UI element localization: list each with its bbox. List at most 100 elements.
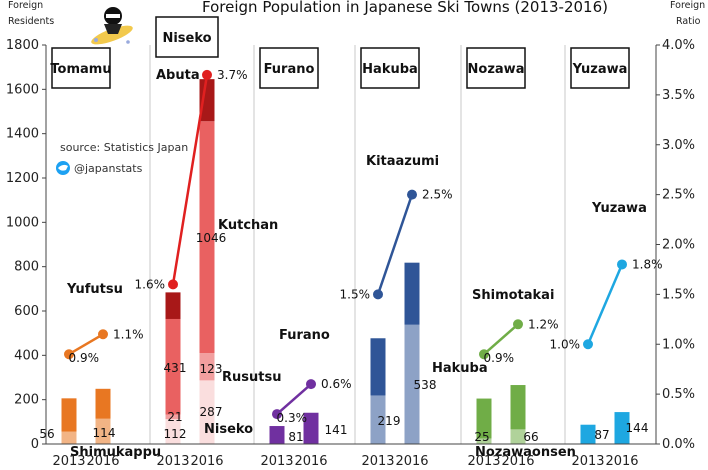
twitter-handle: @japanstats xyxy=(74,162,143,175)
ratio-label: 0.6% xyxy=(321,377,352,391)
ratio-label: 1.0% xyxy=(550,337,581,351)
region-box xyxy=(360,47,420,89)
region-name: Yuzawa xyxy=(572,62,628,77)
region-name: Nozawa xyxy=(468,62,525,77)
bar-segment xyxy=(580,424,596,444)
bar-segment xyxy=(199,353,215,381)
bar-value-label: 287 xyxy=(200,405,223,419)
bar-segment xyxy=(165,292,181,319)
municipality-label: Yuzawa xyxy=(591,201,647,216)
right-tick-label: 1.5% xyxy=(662,287,695,302)
left-tick-label: 600 xyxy=(14,304,39,319)
bar-segment xyxy=(165,419,181,444)
bar-value-label: 538 xyxy=(414,378,437,392)
left-tick-label: 400 xyxy=(14,348,39,363)
bar-value-label: 141 xyxy=(325,423,348,437)
x-year-label: 2016 xyxy=(86,454,119,469)
ratio-line xyxy=(68,333,104,356)
x-year-label: 2013 xyxy=(361,454,394,469)
bar-segment xyxy=(476,398,492,439)
region-box xyxy=(466,47,526,89)
bar-segment xyxy=(199,380,215,444)
municipality-label: Furano xyxy=(279,328,330,343)
bar-segment xyxy=(370,395,386,444)
region-box xyxy=(570,47,630,89)
ratio-point xyxy=(583,339,593,350)
x-year-label: 2013 xyxy=(467,454,500,469)
ratio-point xyxy=(617,259,627,270)
region-box xyxy=(155,16,219,58)
bar-segment xyxy=(61,431,77,444)
ratio-point xyxy=(202,69,212,80)
bar-value-label: 114 xyxy=(93,426,116,440)
x-year-label: 2013 xyxy=(52,454,85,469)
right-tick-label: 0.0% xyxy=(662,437,695,452)
bar-value-label: 21 xyxy=(167,410,182,424)
chart-text-labels: 0.9% 1.1% 1.6% 3.7% 0.3% 0.6% 1.5% 2.5% 0.9% 1.2%… xyxy=(39,68,662,460)
bar-segment xyxy=(61,398,77,432)
municipality-label: Yufutsu xyxy=(66,282,123,297)
bar-value-label: 25 xyxy=(474,430,489,444)
axes: 0 200 400 600 800 1000 1200 1400 1600 1800 0.0% 0.5… xyxy=(6,38,695,469)
bar-segment xyxy=(404,324,420,444)
x-year-label: 2013 xyxy=(571,454,604,469)
ratio-point xyxy=(168,279,178,290)
bar-segment xyxy=(476,438,492,444)
right-tick-label: 1.0% xyxy=(662,337,695,352)
ratio-line xyxy=(586,263,624,345)
right-tick-label: 4.0% xyxy=(662,38,695,53)
ratio-label: 0.9% xyxy=(484,351,515,365)
x-year-label: 2016 xyxy=(605,454,638,469)
ratio-label: 0.9% xyxy=(69,351,100,365)
ratio-label: 1.8% xyxy=(632,257,663,271)
municipality-label: Hakuba xyxy=(432,361,488,376)
x-year-label: 2013 xyxy=(156,454,189,469)
ratio-label: 2.5% xyxy=(422,188,453,202)
bar-segment xyxy=(510,385,526,430)
right-tick-label: 3.0% xyxy=(662,138,695,153)
left-axis-title-line-2: Residents xyxy=(8,16,54,27)
right-axis-title-line-1: Foreign xyxy=(670,0,705,11)
region-label-boxes: Tomamu Niseko Furano Hakuba Nozawa Yuzawa xyxy=(50,16,630,89)
ratio-line xyxy=(171,74,209,285)
bar-segment xyxy=(510,429,526,444)
bar-value-label: 66 xyxy=(523,430,538,444)
source-note: source: Statistics Japan xyxy=(60,141,188,154)
ratio-line xyxy=(376,194,414,295)
x-year-label: 2016 xyxy=(294,454,327,469)
ratio-label: 0.3% xyxy=(277,411,308,425)
municipality-label: Niseko xyxy=(204,422,253,437)
chart-title: Foreign Population in Japanese Ski Towns… xyxy=(202,0,608,16)
municipality-label: Rusutsu xyxy=(222,370,281,385)
region-box xyxy=(51,47,111,89)
region-name: Niseko xyxy=(162,31,211,46)
bar-segment xyxy=(95,388,111,419)
left-tick-label: 1200 xyxy=(6,171,39,186)
bar-value-label: 56 xyxy=(39,427,54,441)
bar-segment xyxy=(95,418,111,444)
ratio-point xyxy=(407,189,417,200)
municipality-label: Shimukappu xyxy=(70,445,161,460)
x-year-label: 2013 xyxy=(260,454,293,469)
region-name: Tomamu xyxy=(50,62,111,77)
left-tick-label: 800 xyxy=(14,260,39,275)
right-tick-label: 3.5% xyxy=(662,88,695,103)
ratio-point xyxy=(373,289,383,300)
municipality-label: Shimotakai xyxy=(472,288,554,303)
ninja-skier-mascot xyxy=(91,7,133,45)
bar-segment xyxy=(614,412,630,444)
left-tick-label: 1800 xyxy=(6,38,39,53)
bar-segment xyxy=(303,412,319,444)
ratio-label: 1.2% xyxy=(528,317,559,331)
left-tick-label: 1600 xyxy=(6,82,39,97)
ratio-label: 1.1% xyxy=(113,327,144,341)
bar-value-label: 112 xyxy=(164,427,187,441)
left-tick-label: 0 xyxy=(31,437,39,452)
ratio-point xyxy=(479,349,489,360)
left-tick-label: 1400 xyxy=(6,127,39,142)
ratio-lines xyxy=(64,69,627,420)
bar-segment xyxy=(404,262,420,325)
x-year-label: 2016 xyxy=(395,454,428,469)
twitter-bird-icon xyxy=(56,161,70,175)
